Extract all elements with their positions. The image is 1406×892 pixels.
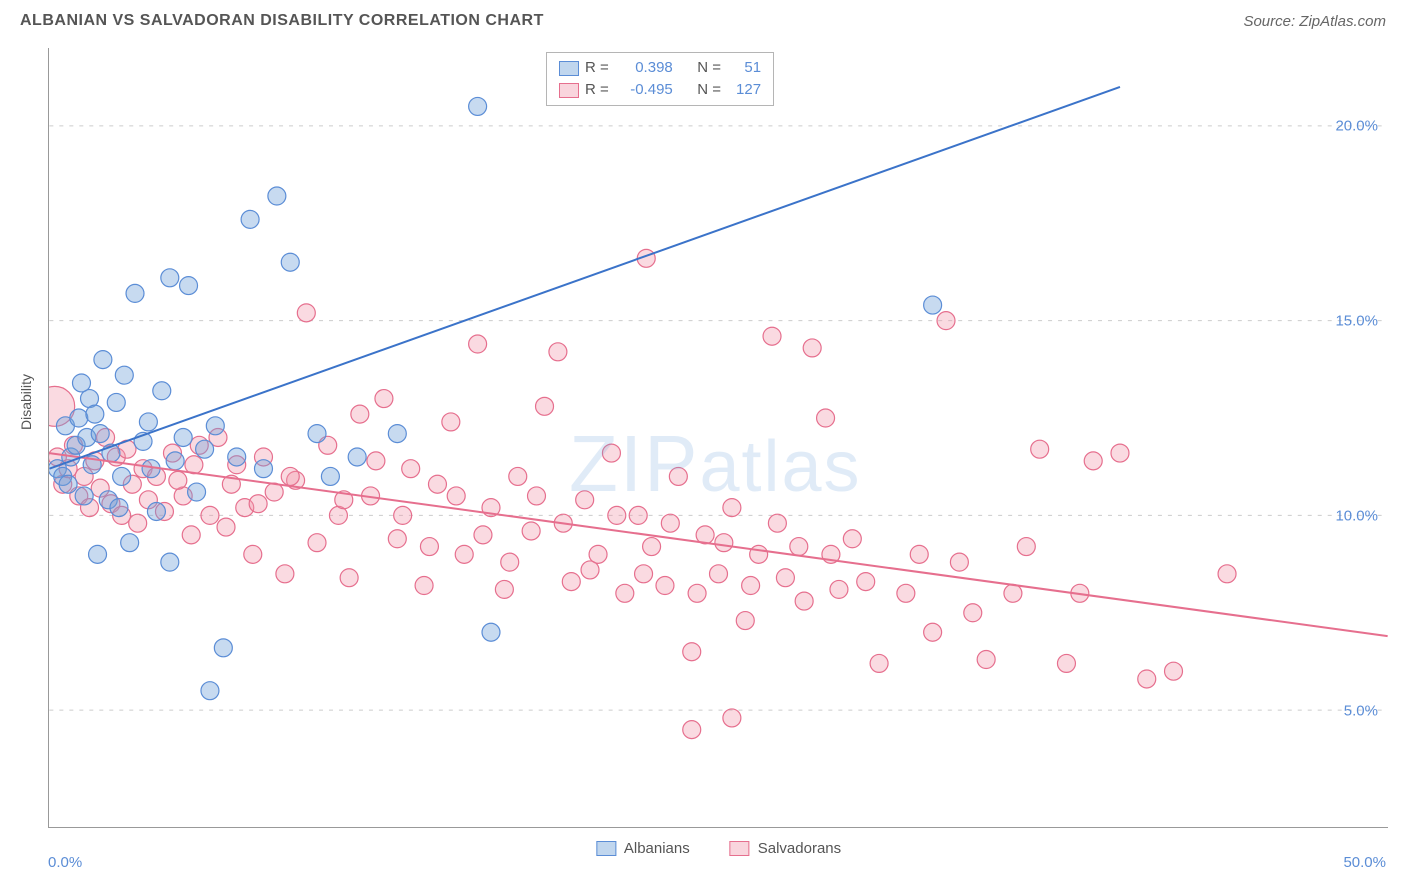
chart-svg bbox=[49, 48, 1388, 827]
y-tick-label: 20.0% bbox=[1335, 118, 1378, 135]
stats-n-label-1: N = bbox=[697, 79, 721, 101]
stats-r-label-1: R = bbox=[585, 79, 609, 101]
source-attribution: Source: ZipAtlas.com bbox=[1243, 13, 1386, 30]
stats-row-albanians: R = 0.398 N = 51 bbox=[559, 57, 761, 79]
x-axis-max-label: 50.0% bbox=[1343, 854, 1386, 871]
stats-row-salvadorans: R = -0.495 N = 127 bbox=[559, 79, 761, 101]
series-legend: Albanians Salvadorans bbox=[596, 840, 841, 857]
swatch-blue-icon bbox=[559, 61, 579, 76]
stats-n-value-0: 51 bbox=[727, 57, 761, 79]
chart-title: ALBANIAN VS SALVADORAN DISABILITY CORREL… bbox=[20, 12, 544, 30]
y-tick-label: 10.0% bbox=[1335, 508, 1378, 525]
swatch-blue-icon bbox=[596, 841, 616, 856]
y-axis-label: Disability bbox=[18, 374, 34, 430]
y-tick-label: 15.0% bbox=[1335, 313, 1378, 330]
chart-plot-area: ZIPatlas R = 0.398 N = 51 R = -0.495 N =… bbox=[48, 48, 1388, 828]
stats-r-label: R = bbox=[585, 57, 609, 79]
legend-label-albanians: Albanians bbox=[624, 840, 690, 857]
stats-r-value-0: 0.398 bbox=[615, 57, 673, 79]
swatch-pink-icon bbox=[730, 841, 750, 856]
stats-n-value-1: 127 bbox=[727, 79, 761, 101]
legend-item-salvadorans: Salvadorans bbox=[730, 840, 841, 857]
stats-legend: R = 0.398 N = 51 R = -0.495 N = 127 bbox=[546, 52, 774, 106]
swatch-pink-icon bbox=[559, 83, 579, 98]
stats-n-label: N = bbox=[697, 57, 721, 79]
x-axis-origin-label: 0.0% bbox=[48, 854, 82, 871]
y-tick-label: 5.0% bbox=[1344, 703, 1378, 720]
legend-label-salvadorans: Salvadorans bbox=[758, 840, 841, 857]
stats-r-value-1: -0.495 bbox=[615, 79, 673, 101]
legend-item-albanians: Albanians bbox=[596, 840, 690, 857]
